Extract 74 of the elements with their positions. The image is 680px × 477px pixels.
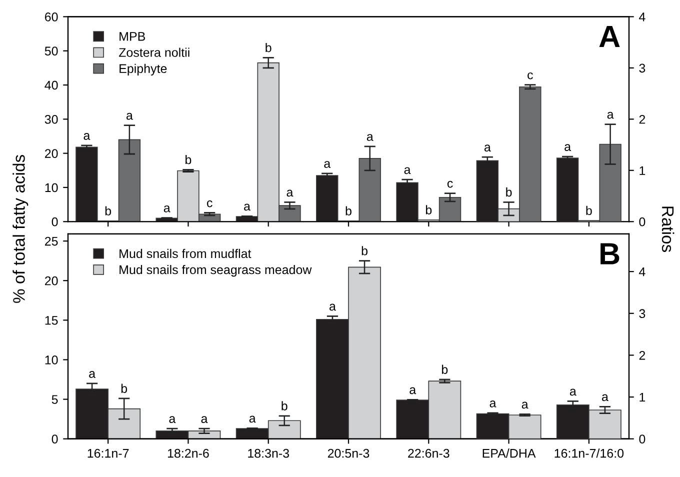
data-label: a: [564, 144, 572, 152]
y2-tick-label: 3: [639, 309, 646, 318]
data-label: a: [410, 387, 416, 394]
y-tick-label: 5: [52, 395, 58, 404]
legend-label: MPB: [120, 32, 146, 41]
data-label: b: [362, 246, 368, 256]
y2-tick-label: 0: [639, 217, 646, 226]
y-tick-label: 0: [52, 434, 58, 444]
x-tick-label: 18:3n-3: [248, 448, 290, 458]
data-label: b: [442, 364, 448, 374]
data-label: a: [244, 204, 250, 211]
y2-tick-label: 2: [639, 351, 646, 360]
y-axis-title: % of total fatty acids: [12, 154, 28, 303]
y2-tick-label: 0: [639, 434, 646, 444]
data-label: a: [366, 134, 374, 141]
data-label: a: [490, 400, 496, 408]
data-label: b: [105, 206, 112, 216]
y2-tick-label: 3: [639, 64, 646, 73]
data-label: a: [201, 416, 208, 424]
data-label: a: [522, 402, 528, 409]
data-label: a: [330, 304, 336, 311]
y-tick-label: 15: [45, 316, 58, 325]
data-label: a: [570, 388, 576, 396]
y2-tick-label: 1: [640, 392, 646, 402]
x-tick-label: 18:2n-6: [168, 448, 209, 458]
y2-tick-label: 2: [639, 114, 646, 124]
data-label: a: [126, 112, 133, 120]
data-label: b: [121, 384, 128, 393]
data-label: c: [528, 72, 533, 80]
data-label: a: [169, 416, 176, 424]
y-tick-label: 30: [44, 114, 58, 124]
y-tick-label: 0: [52, 217, 58, 226]
chart-title: A: [599, 26, 620, 48]
data-label: c: [447, 180, 453, 188]
data-label: a: [249, 416, 256, 423]
data-label: b: [282, 401, 288, 410]
y-tick-label: 20: [45, 149, 58, 158]
legend-label: Epiphyte: [120, 64, 167, 76]
x-tick-label: 16:1n-7/16:0: [554, 448, 624, 458]
data-label: a: [286, 190, 294, 197]
data-label: a: [484, 144, 491, 152]
data-label: a: [404, 167, 411, 174]
y2-tick-label: 4: [639, 12, 646, 22]
y2-axis-title: Ratios: [662, 206, 674, 252]
x-tick-label: 20:5n-3: [328, 448, 370, 458]
data-label: b: [506, 187, 512, 197]
legend-label: Zostera noltii: [118, 48, 190, 57]
y-tick-label: 10: [45, 183, 58, 192]
data-label: a: [164, 205, 170, 212]
data-label: b: [186, 154, 192, 164]
data-label: a: [602, 394, 608, 402]
data-label: b: [346, 206, 352, 216]
y-tick-label: 10: [45, 356, 58, 364]
data-label: c: [206, 200, 212, 208]
data-label: a: [324, 161, 331, 168]
y-tick-label: 20: [45, 276, 58, 286]
data-label: b: [586, 206, 592, 216]
y-tick-label: 25: [45, 236, 58, 246]
data-label: a: [607, 112, 614, 119]
legend-label: Mud snails from mudflat: [120, 248, 252, 258]
chart-title: B: [600, 243, 620, 264]
y2-tick-label: 4: [639, 267, 646, 276]
x-tick-label: 16:1n-7: [88, 448, 129, 458]
legend-label: Mud snails from seagrass meadow: [120, 264, 312, 277]
y-tick-label: 60: [45, 12, 58, 22]
x-tick-label: 22:6n-3: [408, 448, 450, 458]
data-label: b: [426, 205, 432, 214]
data-label: a: [89, 371, 96, 378]
x-tick-label: EPA/DHA: [482, 448, 536, 458]
y-tick-label: 40: [44, 80, 58, 90]
y-tick-label: 50: [44, 46, 58, 56]
data-label: a: [84, 133, 90, 140]
y2-tick-label: 1: [640, 166, 646, 175]
data-label: b: [266, 42, 272, 52]
